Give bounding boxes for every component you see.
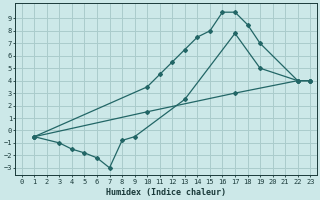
X-axis label: Humidex (Indice chaleur): Humidex (Indice chaleur) [106, 188, 226, 197]
